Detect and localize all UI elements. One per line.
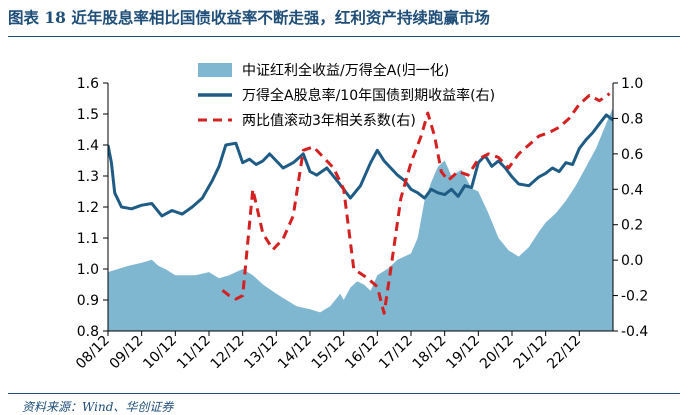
y-left-tick-label: 0.9 [77,293,99,309]
y-right-tick-label: 1.0 [621,76,643,92]
y-right-tick-label: 0.8 [621,111,643,127]
x-tick-label: 11/12 [174,333,214,373]
y-left-tick-label: 1.2 [77,200,99,216]
source-note: 资料来源：Wind、华创证券 [22,400,174,414]
x-tick-label: 18/12 [410,333,450,373]
bottom-rule [8,393,680,394]
x-tick-label: 22/12 [544,333,584,373]
y-right-tick-label: 0.6 [621,147,643,163]
x-tick-label: 10/12 [140,333,180,373]
series-line-dividend-yield-ratio [108,113,613,218]
line-layer [108,113,613,218]
dash-layer [221,92,611,315]
y-left-tick-label: 1.4 [77,138,99,154]
y-left-tick-label: 1.1 [77,231,99,247]
x-tick-label: 17/12 [376,333,416,373]
chart: 0.8 0.9 1.0 1.1 1.2 1.3 1.4 1.5 1.6 -0.4 -0.2 0.0 0.… [73,62,648,373]
x-tick-label: 09/12 [107,333,147,373]
y-right-tick-label: -0.2 [621,289,648,305]
x-tick-label: 20/12 [477,333,517,373]
legend-label-line: 万得全A股息率/10年国债到期收益率(右) [242,87,495,104]
legend-label-dash: 两比值滚动3年相关系数(右) [242,112,416,129]
x-tick-label: 19/12 [443,333,483,373]
y-right-tick-label: -0.4 [621,324,648,340]
legend-label-area: 中证红利全收益/万得全A(归一化) [242,62,449,79]
title-rule [8,36,680,37]
y-left-tick-label: 1.6 [77,76,99,92]
x-tick-label: 16/12 [342,333,382,373]
y-left-tick-label: 0.8 [77,324,99,340]
series-area-red-dividend [108,107,613,331]
y-right-tick-label: 0.4 [621,182,643,198]
y-left-tick-label: 1.0 [77,262,99,278]
x-tick-label: 12/12 [208,333,248,373]
x-tick-label: 13/12 [241,333,281,373]
y-left-tick-label: 1.3 [77,169,99,185]
x-tick-label: 14/12 [275,333,315,373]
y-right-tick-label: 0.2 [621,218,643,234]
x-tick-label: 21/12 [511,333,551,373]
legend: 中证红利全收益/万得全A(归一化) 万得全A股息率/10年国债到期收益率(右) … [198,62,495,129]
y-right-tick-label: 0.0 [621,253,643,269]
figure-title: 图表 18 近年股息率相比国债收益率不断走强，红利资产持续跑赢市场 [8,8,490,27]
x-tick-label: 15/12 [309,333,349,373]
y-left-tick-label: 1.5 [77,107,99,123]
legend-swatch-area [198,63,232,77]
area-layer [108,107,613,331]
series-line-correlation [221,92,611,315]
